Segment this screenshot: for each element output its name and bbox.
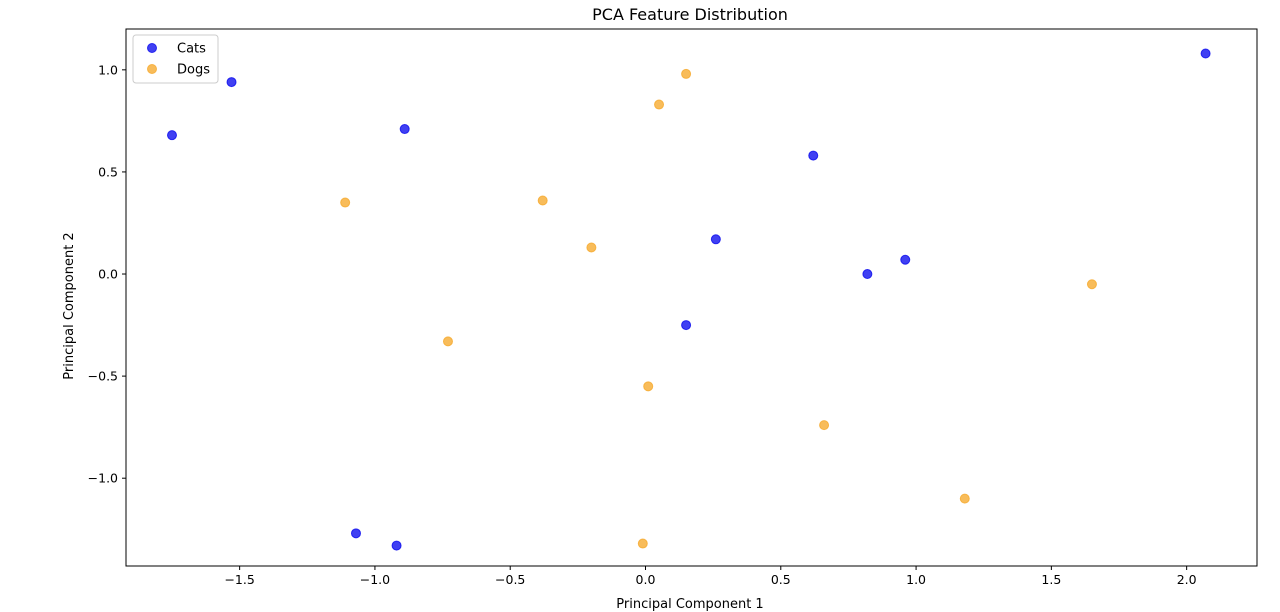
legend-marker-dogs	[147, 64, 157, 74]
data-point-dogs	[819, 420, 830, 431]
data-point-dogs	[442, 336, 453, 347]
data-point-cats	[808, 150, 819, 161]
data-point-cats	[350, 528, 361, 539]
series-dogs	[340, 68, 1097, 549]
x-tick-label: −1.0	[360, 572, 390, 587]
legend-label-dogs: Dogs	[177, 63, 210, 78]
points-layer	[166, 48, 1211, 551]
y-tick-label: 0.5	[98, 164, 118, 179]
data-point-dogs	[654, 99, 665, 110]
chart-title: PCA Feature Distribution	[592, 5, 788, 24]
x-tick-label: 0.5	[771, 572, 791, 587]
legend-label-cats: Cats	[177, 42, 206, 57]
x-tick-label: −0.5	[495, 572, 525, 587]
data-point-cats	[710, 234, 721, 245]
x-axis-label: Principal Component 1	[616, 597, 763, 612]
data-point-dogs	[340, 197, 351, 208]
data-point-cats	[391, 540, 402, 551]
x-tick-label: 0.0	[636, 572, 656, 587]
series-cats	[166, 48, 1211, 551]
data-point-dogs	[681, 68, 692, 79]
legend: Cats Dogs	[132, 34, 219, 84]
data-point-dogs	[959, 493, 970, 504]
x-tick-label: 1.5	[1041, 572, 1061, 587]
data-point-cats	[1200, 48, 1211, 59]
data-point-cats	[900, 254, 911, 265]
y-tick-label: −1.0	[88, 471, 118, 486]
y-axis-label: Principal Component 2	[62, 232, 77, 379]
data-point-dogs	[637, 538, 648, 549]
y-tick-label: 1.0	[98, 62, 118, 77]
data-point-cats	[681, 320, 692, 331]
ticks-layer: −1.5 −1.0 −0.5 0.0 0.5 1.0 1.5 2.0 −1.0 −0.5 0.0 0.…	[88, 62, 1197, 587]
data-point-dogs	[537, 195, 548, 206]
data-point-cats	[862, 269, 873, 280]
data-point-cats	[166, 130, 177, 141]
x-tick-label: 1.0	[906, 572, 926, 587]
data-point-cats	[226, 77, 237, 88]
plot-frame	[125, 28, 1258, 567]
data-point-cats	[399, 124, 410, 135]
data-point-dogs	[1086, 279, 1097, 290]
y-tick-label: −0.5	[88, 369, 118, 384]
data-point-dogs	[586, 242, 597, 253]
legend-marker-cats	[147, 43, 157, 53]
y-tick-label: 0.0	[98, 267, 118, 282]
x-tick-label: 2.0	[1177, 572, 1197, 587]
x-tick-label: −1.5	[224, 572, 254, 587]
data-point-dogs	[643, 381, 654, 392]
